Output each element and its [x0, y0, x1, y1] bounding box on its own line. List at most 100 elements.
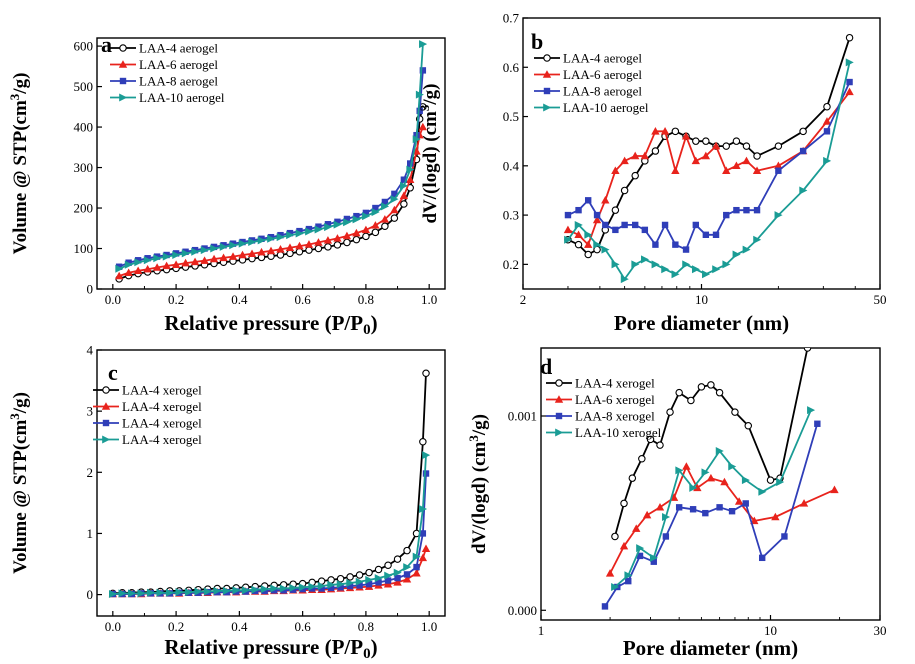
data-point — [393, 568, 402, 577]
data-point — [574, 220, 583, 229]
data-point — [276, 251, 285, 259]
data-point — [823, 102, 831, 111]
data-point — [702, 137, 710, 145]
data-point — [660, 127, 670, 135]
x-tick-label: 10 — [764, 623, 777, 638]
data-point — [415, 90, 424, 99]
data-point — [114, 271, 124, 280]
data-point — [383, 579, 393, 588]
data-point — [803, 348, 812, 352]
data-point — [232, 586, 241, 595]
data-point — [403, 571, 411, 578]
data-point — [722, 142, 730, 150]
data-point — [238, 250, 247, 259]
data-point — [289, 583, 298, 592]
data-point — [799, 127, 807, 136]
data-point — [731, 408, 739, 416]
data-point — [689, 483, 698, 492]
data-point — [419, 437, 427, 446]
data-point — [605, 569, 615, 577]
data-point — [584, 197, 592, 204]
data-point — [631, 171, 639, 180]
legend-marker — [543, 87, 551, 95]
data-point — [402, 575, 412, 583]
data-point — [279, 584, 288, 593]
legend-marker — [101, 402, 111, 410]
data-point — [758, 554, 766, 562]
x-tick-label: 1.0 — [421, 292, 437, 307]
data-point — [165, 588, 174, 597]
data-point — [691, 156, 701, 165]
data-point — [365, 568, 373, 577]
data-point — [742, 500, 749, 507]
data-point — [336, 574, 345, 583]
data-point — [314, 238, 323, 246]
data-point — [845, 87, 854, 96]
data-point — [655, 503, 665, 511]
data-point — [143, 264, 152, 273]
data-point — [631, 151, 640, 160]
data-point — [619, 541, 629, 550]
legend-entry: LAA-8 aerogel — [139, 74, 218, 89]
data-point — [286, 249, 294, 258]
data-point — [406, 175, 415, 183]
data-point — [611, 166, 620, 174]
data-point — [209, 254, 219, 263]
data-point — [266, 246, 276, 255]
data-point — [741, 476, 750, 485]
data-point — [305, 246, 313, 254]
data-point — [776, 478, 785, 487]
data-point — [774, 142, 783, 150]
data-point — [830, 485, 839, 494]
data-point — [324, 221, 332, 228]
data-point — [308, 582, 317, 591]
data-point — [421, 544, 431, 552]
data-point — [314, 244, 323, 253]
data-point — [381, 202, 390, 211]
y-tick-label: 0.7 — [503, 11, 520, 26]
data-point — [845, 58, 854, 67]
data-point — [381, 222, 389, 231]
chart-panel-a: 0.0 0.2 0.4 0.6 0.8 1.0 0 100 200 300 400 500 600 LAA… — [7, 32, 446, 338]
data-point — [334, 218, 341, 225]
data-point — [333, 234, 342, 242]
y-tick-label: 300 — [74, 160, 94, 175]
series-group — [601, 348, 839, 610]
data-point — [675, 504, 683, 511]
data-point — [365, 581, 373, 588]
data-point — [722, 260, 731, 269]
data-point — [286, 231, 295, 240]
data-point — [181, 249, 190, 258]
data-point — [712, 265, 721, 274]
legend-marker — [118, 60, 128, 68]
x-tick-label: 1 — [538, 623, 545, 638]
legend-entry: LAA-4 xerogel — [122, 383, 202, 398]
data-point — [742, 156, 751, 165]
legend-entry: LAA-10 aerogel — [563, 100, 649, 115]
data-point — [574, 240, 583, 249]
data-point — [327, 584, 335, 592]
data-point — [632, 524, 641, 532]
data-point — [228, 252, 238, 260]
data-point — [624, 571, 633, 580]
data-point — [620, 275, 629, 284]
data-point — [295, 248, 304, 256]
legend-entry: LAA-4 xerogel — [575, 376, 655, 391]
data-point — [390, 195, 399, 204]
data-point — [646, 435, 655, 444]
data-point — [601, 196, 610, 204]
x-tick-label: 0.4 — [231, 292, 248, 307]
data-point — [671, 166, 680, 174]
data-point — [342, 231, 352, 240]
data-point — [712, 231, 720, 238]
y-tick-label: 0.000 — [508, 603, 537, 618]
data-point — [732, 250, 741, 259]
data-point — [422, 451, 431, 460]
data-point — [124, 260, 133, 269]
x-axis-title: Relative pressure (P/P0) — [164, 635, 377, 662]
x-tick-label: 1.0 — [421, 619, 437, 634]
data-point — [381, 198, 389, 206]
legend-marker — [555, 412, 563, 420]
data-point — [651, 260, 660, 269]
